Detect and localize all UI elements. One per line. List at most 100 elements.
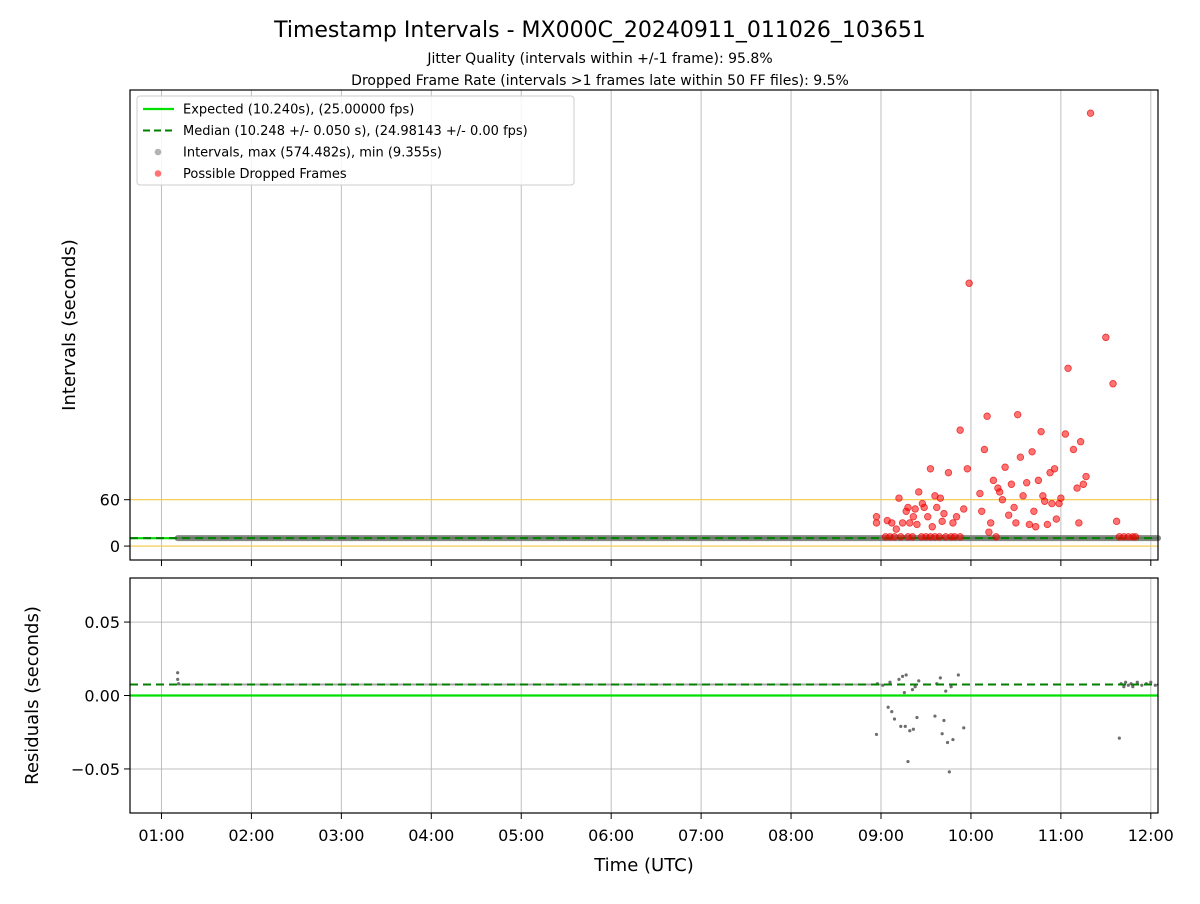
residual-point xyxy=(874,732,879,737)
dropped-frame-point xyxy=(1040,497,1049,505)
dropped-frame-point xyxy=(989,476,998,485)
residual-point xyxy=(1126,683,1130,687)
residual-point xyxy=(938,676,942,680)
dropped-frame-point xyxy=(1075,519,1083,527)
dropped-frame-point xyxy=(1013,410,1022,419)
residual-point xyxy=(915,715,919,720)
dropped-frame-point xyxy=(920,503,928,512)
residual-point xyxy=(949,685,953,689)
dropped-frame-point xyxy=(938,517,946,526)
residual-point xyxy=(1153,683,1157,687)
legend-box xyxy=(136,95,575,186)
residual-point xyxy=(910,688,915,692)
dropped-frame-point xyxy=(1034,476,1043,485)
dropped-frame-point xyxy=(940,509,948,518)
dropped-frame-point xyxy=(978,507,986,515)
y-axis-label-intervals: Intervals (seconds) xyxy=(59,239,80,411)
residual-point xyxy=(881,683,885,687)
dropped-frame-point xyxy=(1050,465,1059,473)
x-tick-label: 02:00 xyxy=(228,826,274,845)
dropped-frame-point xyxy=(1086,109,1095,117)
x-tick-label: 01:00 xyxy=(138,826,184,845)
x-tick-label: 12:00 xyxy=(1128,826,1174,845)
dropped-frame-point xyxy=(1112,517,1121,526)
dropped-frame-point xyxy=(1019,492,1027,500)
residual-point xyxy=(892,717,897,721)
dropped-frame-point xyxy=(1079,480,1088,488)
residual-point xyxy=(176,682,181,686)
dropped-frame-point xyxy=(1012,519,1020,527)
dropped-frame-point xyxy=(1030,507,1038,515)
dropped-frame-point xyxy=(915,488,923,496)
residual-point xyxy=(176,671,180,675)
x-tick-label: 09:00 xyxy=(858,826,904,845)
dropped-frame-point xyxy=(1016,453,1025,461)
legend-label: Intervals, max (574.482s), min (9.355s) xyxy=(183,146,442,161)
dropped-frame-point xyxy=(1109,380,1117,388)
residual-point xyxy=(1131,685,1135,689)
dropped-frame-point xyxy=(1037,427,1045,436)
residual-point xyxy=(951,737,955,742)
dropped-frame-point xyxy=(888,519,896,527)
residual-point xyxy=(903,724,907,728)
dropped-frame-point xyxy=(895,494,903,502)
dropped-frame-point xyxy=(956,426,964,434)
dropped-frame-point xyxy=(1061,430,1070,438)
dropped-frame-point xyxy=(944,468,953,477)
dropped-frame-point xyxy=(928,523,936,531)
dropped-frame-point xyxy=(980,445,989,454)
dropped-frame-point xyxy=(949,519,957,527)
dropped-frame-point xyxy=(1082,472,1090,481)
dropped-frame-point xyxy=(933,503,941,512)
dropped-frame-point xyxy=(952,513,961,521)
x-tick-label: 07:00 xyxy=(678,826,724,845)
dropped-frame-point xyxy=(985,528,993,536)
residual-point xyxy=(942,718,946,723)
residuals-panel: 01:00 02:00 03:00 04:00 05:00 06:00 07:00 08:00… xyxy=(22,577,1174,845)
residual-point xyxy=(886,705,890,709)
chart-subtitle-jitter: Jitter Quality (intervals within +/-1 fr… xyxy=(426,51,772,67)
dropped-frame-point xyxy=(1001,463,1009,471)
residual-point xyxy=(911,727,915,731)
legend-swatch-dropped xyxy=(154,170,162,177)
residual-point xyxy=(1140,683,1144,687)
dropped-frame-point xyxy=(1010,503,1018,512)
dropped-frame-point xyxy=(935,533,944,541)
dropped-frame-point xyxy=(872,513,881,521)
dropped-frame-point xyxy=(963,465,972,473)
dropped-frame-point xyxy=(983,412,991,420)
dropped-frame-point xyxy=(992,533,1000,541)
residual-point xyxy=(962,726,966,730)
dropped-frame-point xyxy=(909,513,918,521)
residual-point xyxy=(908,729,912,733)
residual-point xyxy=(897,677,901,681)
x-tick-label: 08:00 xyxy=(768,826,814,845)
dropped-frame-point xyxy=(924,513,932,521)
intervals-plot-frame xyxy=(129,89,1159,561)
dropped-frame-point xyxy=(911,505,919,513)
legend-label: Expected (10.240s), (25.00000 fps) xyxy=(183,103,414,118)
intervals-panel: 0 60 Intervals (seconds) Expected (10.240s)… xyxy=(59,89,1161,566)
residual-point xyxy=(944,689,948,693)
residual-point xyxy=(900,674,905,679)
x-tick-label: 03:00 xyxy=(318,826,364,845)
residual-point xyxy=(945,740,950,745)
dropped-frame-point xyxy=(998,496,1007,504)
dropped-frame-point xyxy=(1031,523,1040,531)
dropped-frame-point xyxy=(1052,515,1061,523)
legend-label: Median (10.248 +/- 0.050 s), (24.98143 +… xyxy=(183,124,528,139)
residual-point xyxy=(1122,685,1126,689)
dropped-frame-point xyxy=(1057,494,1065,502)
x-tick-label: 06:00 xyxy=(588,826,634,845)
residual-point xyxy=(890,710,894,714)
residual-point xyxy=(899,724,903,728)
y-tick-label: 60 xyxy=(100,491,120,510)
dropped-frame-point xyxy=(965,279,973,287)
residual-point xyxy=(902,690,906,695)
dropped-frame-point xyxy=(976,489,984,498)
dropped-frame-point xyxy=(1028,448,1036,456)
dropped-frame-point xyxy=(904,503,912,512)
dropped-frame-point xyxy=(926,465,935,473)
residual-point xyxy=(1124,680,1128,684)
